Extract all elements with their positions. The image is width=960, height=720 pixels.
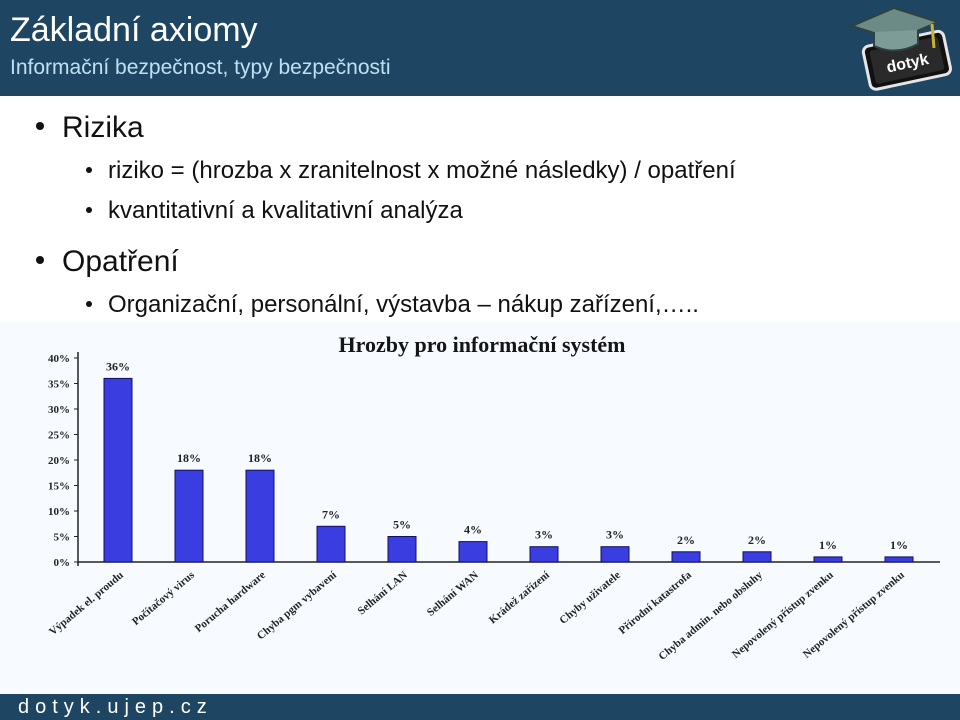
category-label: Počítačový virus (130, 569, 197, 628)
value-label: 4% (464, 523, 482, 537)
value-label: 18% (177, 451, 201, 465)
value-label: 1% (819, 538, 837, 552)
bar (103, 377, 133, 563)
y-tick-label: 15% (48, 481, 70, 493)
y-ticks: 0% 5% 10% 15% 20% 25% 30% 35% 40% (48, 353, 78, 569)
bullet-text: riziko = (hrozba x zranitelnost x možné … (108, 157, 736, 184)
category-label: Selhání LAN (356, 569, 410, 617)
bar (813, 556, 843, 563)
y-tick-label: 40% (48, 353, 70, 365)
bullet-opatreni: Opatření (36, 244, 179, 280)
y-tick-label: 25% (48, 430, 70, 442)
category-label: Krádež zařízení (487, 569, 553, 627)
bar (458, 541, 488, 563)
bullet-dot (36, 256, 44, 265)
category-label: Porucha hardware (193, 569, 268, 635)
bar (174, 469, 204, 563)
bullet-text: Rizika (62, 111, 144, 144)
bullet-dot (86, 206, 92, 213)
category-label: Výpadek el. proudu (47, 569, 126, 638)
bar (671, 551, 701, 563)
footer-bar: dotyk.ujep.cz (0, 694, 960, 720)
y-tick-label: 0% (54, 557, 71, 569)
bar (316, 525, 346, 563)
bullet-text: kvantitativní a kvalitativní analýza (108, 197, 463, 224)
footer-url: dotyk.ujep.cz (18, 696, 213, 718)
value-label: 1% (890, 538, 908, 552)
value-label: 3% (535, 528, 553, 542)
y-tick-label: 20% (48, 455, 70, 467)
sub-bullet-formula: riziko = (hrozba x zranitelnost x možné … (86, 156, 736, 186)
bullet-list: Rizika riziko = (hrozba x zranitelnost x… (0, 96, 960, 326)
category-label: Chyby uživatele (557, 569, 623, 627)
sub-bullet-measures: Organizační, personální, výstavba – náku… (86, 290, 699, 320)
bar-chart-svg: Hrozby pro informační systém 0% 5% 10% 15% 2… (47, 332, 940, 663)
value-label: 5% (393, 518, 411, 532)
y-tick-label: 5% (54, 532, 71, 544)
bullet-dot (86, 300, 92, 307)
value-label: 18% (248, 451, 272, 465)
y-tick-label: 35% (48, 379, 70, 391)
value-label: 36% (106, 359, 130, 373)
bullet-text: Organizační, personální, výstavba – náku… (108, 291, 699, 318)
threats-chart: Hrozby pro informační systém 0% 5% 10% 15% 2… (0, 322, 960, 694)
bar (742, 551, 772, 563)
chart-title: Hrozby pro informační systém (339, 332, 626, 357)
category-labels: Výpadek el. proudu Počítačový virusPoruch… (47, 569, 907, 663)
value-label: 7% (322, 507, 340, 521)
category-label: Chyba pgm vybavení (255, 569, 340, 643)
bars (103, 377, 914, 563)
slide-subtitle: Informační bezpečnost, typy bezpečnosti (10, 56, 391, 79)
bullet-text: Opatření (62, 245, 179, 278)
bar (884, 556, 914, 563)
category-label: Přírodní katastrofa (617, 569, 695, 637)
bar (387, 536, 417, 563)
value-label: 2% (677, 533, 695, 547)
y-tick-label: 30% (48, 404, 70, 416)
bullet-rizika: Rizika (36, 110, 144, 146)
y-tick-label: 10% (48, 506, 70, 518)
sub-bullet-analysis: kvantitativní a kvalitativní analýza (86, 196, 463, 226)
bar (529, 546, 559, 563)
value-labels: 36% 18% 18% 7% 5% 4% 3% 3% 2% 2% 1% 1% (106, 359, 908, 552)
bullet-dot (36, 122, 44, 131)
value-label: 2% (748, 533, 766, 547)
bullet-dot (86, 166, 92, 173)
bar (600, 546, 630, 563)
category-label: Selhání WAN (425, 569, 481, 619)
dotyk-logo: dotyk (849, 6, 952, 91)
bar (245, 469, 275, 563)
header-bar: Základní axiomy Informační bezpečnost, t… (0, 0, 960, 96)
slide-title: Základní axiomy (10, 11, 258, 49)
value-label: 3% (606, 528, 624, 542)
